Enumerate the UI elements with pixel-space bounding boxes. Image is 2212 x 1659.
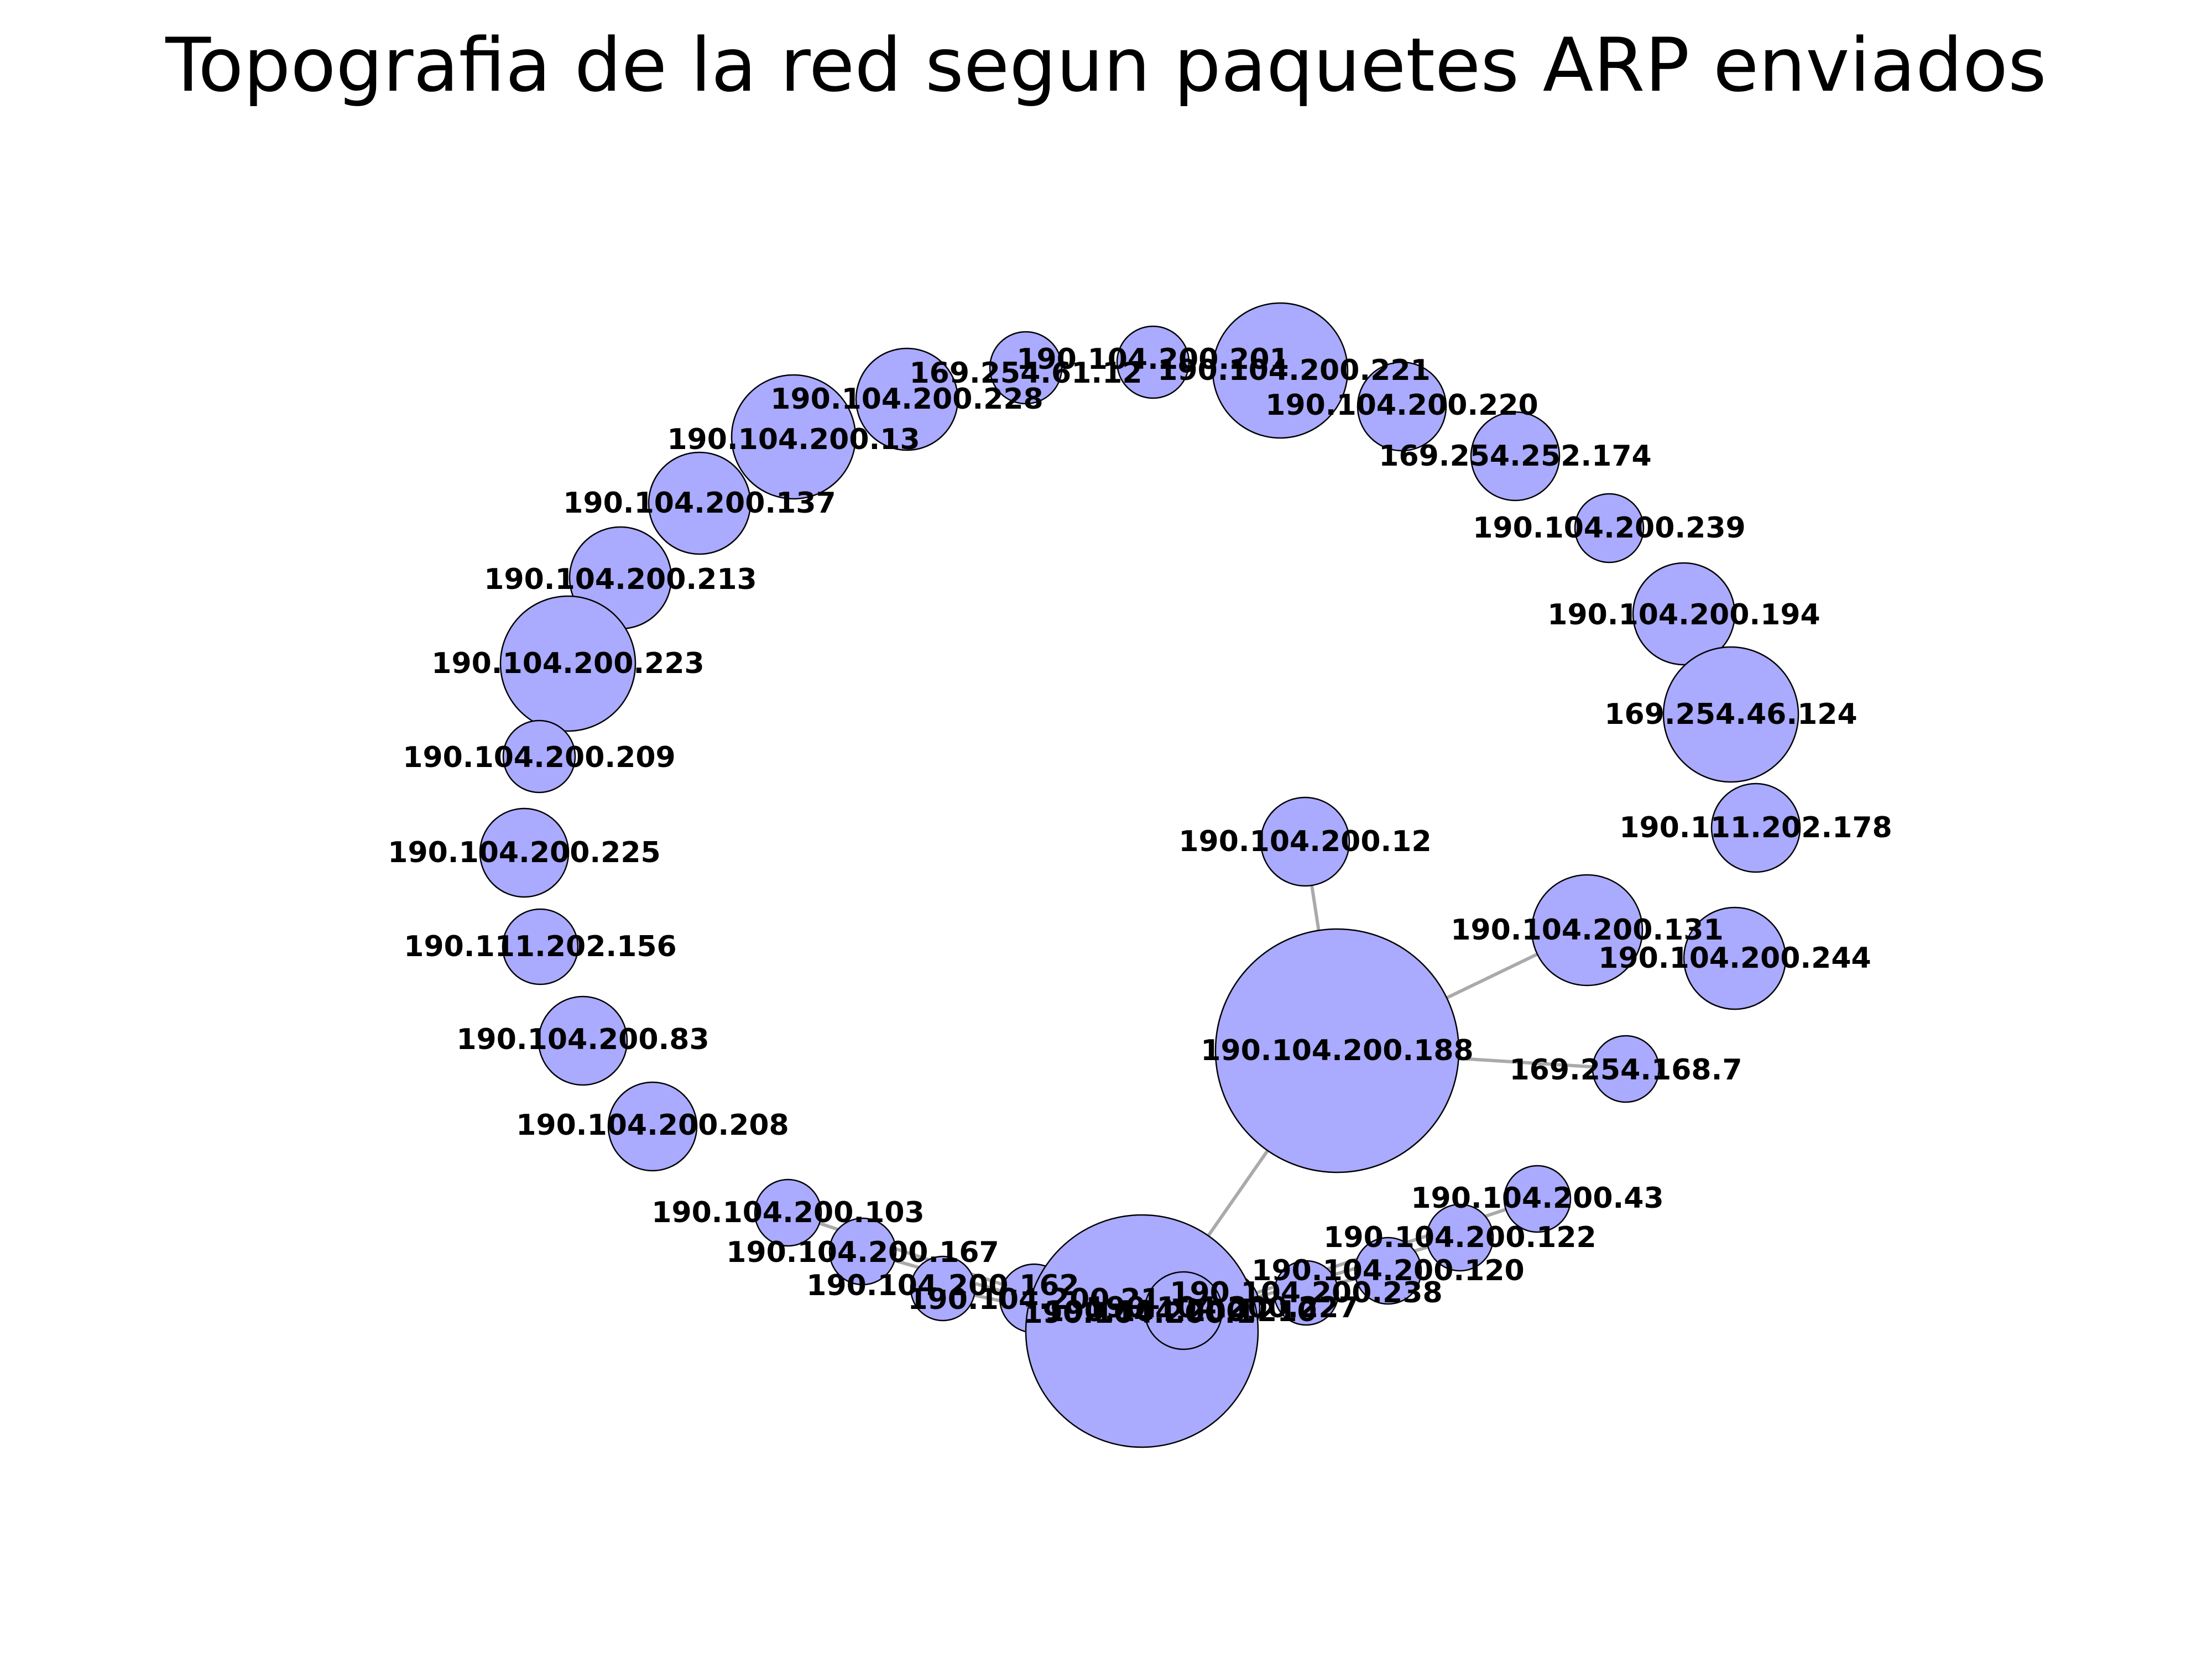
node-label-190-111-202-156: 190.111.202.156 — [404, 930, 676, 963]
node-190-104-200-244 — [1683, 906, 1787, 1010]
node-169-254-46-124 — [1662, 646, 1799, 783]
node-190-104-200-221 — [1212, 302, 1349, 439]
node-label-190-104-200-188: 190.104.200.188 — [1201, 1034, 1473, 1067]
page-title: Topografia de la red segun paquetes ARP … — [165, 22, 2047, 108]
node-190-104-200-225 — [479, 807, 570, 898]
node-169-254-61-12 — [989, 331, 1063, 405]
node-190-111-202-178 — [1710, 782, 1801, 873]
node-190-104-200-228 — [855, 347, 959, 451]
node-190-104-200-188 — [1214, 928, 1460, 1173]
node-label-190-104-200-21: 190.104.200.21 — [907, 1283, 1160, 1316]
node-190-104-200-238 — [1273, 1260, 1339, 1326]
node-169-254-252-174 — [1470, 411, 1561, 502]
node-label-190-104-200-167: 190.104.200.167 — [726, 1236, 999, 1269]
node-label-190-104-200-227: 190.104.200.227 — [1086, 1291, 1358, 1324]
node-190-104-200-162 — [910, 1255, 976, 1322]
node-190-104-200-209 — [502, 719, 576, 794]
node-190-104-200-137 — [648, 451, 752, 555]
node-190-104-200-239 — [1574, 493, 1645, 564]
node-label-190-104-200-210: 190.104.200.210 — [1044, 1295, 1317, 1328]
node-190-104-200-122 — [1426, 1203, 1494, 1272]
node-label-190-104-200-137: 190.104.200.137 — [563, 487, 836, 520]
node-label-190-104-200-213: 190.104.200.213 — [484, 563, 757, 596]
node-label-169-254-61-12: 169.254.61.12 — [909, 357, 1142, 390]
node-190-104-200-1 — [1025, 1214, 1259, 1448]
node-label-169-254-168-7: 169.254.168.7 — [1509, 1053, 1742, 1087]
node-190-104-200-220 — [1357, 361, 1447, 452]
labels-layer: 169.254.61.12190.104.200.201190.104.200.… — [388, 343, 1892, 1330]
node-label-190-104-200-122: 190.104.200.122 — [1323, 1221, 1596, 1254]
node-label-190-104-200-12: 190.104.200.12 — [1178, 825, 1431, 858]
node-label-190-104-200-228: 190.104.200.228 — [770, 383, 1043, 416]
node-190-104-200-83 — [538, 995, 628, 1086]
node-label-190-104-200-209: 190.104.200.209 — [403, 741, 675, 774]
node-label-190-104-200-43: 190.104.200.43 — [1411, 1182, 1663, 1215]
node-label-190-104-200-239: 190.104.200.239 — [1473, 512, 1745, 545]
node-190-104-200-167 — [828, 1217, 897, 1286]
node-190-104-200-194 — [1632, 562, 1736, 666]
node-190-104-200-223 — [499, 595, 637, 732]
node-label-190-104-200-162: 190.104.200.162 — [806, 1269, 1079, 1302]
node-label-190-104-200-244: 190.104.200.244 — [1598, 942, 1871, 975]
node-label-190-104-200-238: 190.104.200.238 — [1170, 1276, 1442, 1310]
node-190-104-200-12 — [1260, 796, 1350, 887]
node-label-190-104-200-131: 190.104.200.131 — [1451, 914, 1723, 947]
node-190-104-200-103 — [754, 1178, 822, 1247]
node-label-190-104-200-120: 190.104.200.120 — [1251, 1254, 1524, 1287]
node-169-254-168-7 — [1592, 1035, 1660, 1103]
node-190-104-200-208 — [607, 1081, 698, 1172]
node-label-190-104-200-83: 190.104.200.83 — [456, 1023, 709, 1056]
node-190-104-200-120 — [1354, 1237, 1422, 1305]
node-label-190-104-200-194: 190.104.200.194 — [1547, 598, 1820, 632]
node-label-190-104-200-208: 190.104.200.208 — [516, 1109, 789, 1142]
node-label-190-104-200-1: 190.104.200.1 — [1022, 1297, 1255, 1330]
node-190-104-200-210 — [1144, 1271, 1223, 1350]
node-label-169-254-46-124: 169.254.46.124 — [1604, 698, 1857, 731]
nodes-layer — [479, 302, 1801, 1448]
node-190-104-200-131 — [1531, 874, 1644, 987]
node-label-190-104-200-225: 190.104.200.225 — [388, 836, 660, 869]
node-label-169-254-252-174: 169.254.252.174 — [1379, 440, 1651, 473]
node-190-104-200-201 — [1116, 325, 1190, 399]
node-label-190-104-200-221: 190.104.200.221 — [1157, 354, 1430, 387]
node-190-104-200-43 — [1503, 1165, 1572, 1233]
node-label-190-104-200-220: 190.104.200.220 — [1265, 389, 1538, 422]
node-label-190-104-200-223: 190.104.200.223 — [431, 647, 704, 680]
node-label-190-111-202-178: 190.111.202.178 — [1619, 811, 1892, 844]
node-label-190-104-200-13: 190.104.200.13 — [667, 423, 920, 456]
node-190-111-202-156 — [502, 908, 579, 985]
node-label-190-104-200-103: 190.104.200.103 — [651, 1196, 924, 1229]
node-190-104-200-13 — [731, 374, 857, 500]
node-label-190-104-200-201: 190.104.200.201 — [1016, 343, 1289, 376]
